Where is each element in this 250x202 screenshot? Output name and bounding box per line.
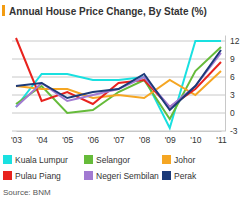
x-tick-label: '10 [190,135,201,145]
x-axis: '03 '04 '05 '06 '07 '08 '09 '10 '11 [11,131,227,145]
x-tick: '07 [113,131,124,145]
y-tick: 0 [225,108,235,118]
title-marker [2,5,5,16]
x-tick-label: '09 [165,135,176,145]
x-tick: '08 [139,131,150,145]
series-line [16,53,221,107]
y-tick-label: -3 [230,126,238,136]
legend-item: Perak [162,171,197,181]
y-tick: -3 [225,126,238,136]
x-tick: '06 [88,131,99,145]
x-tick: '04 [37,131,48,145]
lines [16,38,221,128]
grid-line [12,131,225,132]
legend-swatch [84,155,93,164]
legend-swatch [84,171,93,180]
legend-swatch [3,171,12,180]
y-tick-label: 9 [230,54,235,64]
legend-label: Kuala Lumpur [15,155,68,165]
y-tick-label: 0 [230,108,235,118]
series-line [16,38,221,107]
grid-line [12,41,225,42]
legend-label: Selangor [96,155,130,165]
legend-label: Pulau Piang [15,171,61,181]
legend-item: Pulau Piang [3,171,61,181]
x-tick: '11 [216,131,227,145]
legend-swatch [3,155,12,164]
y-axis-line [225,36,226,132]
y-tick: 9 [225,54,235,64]
x-tick-label: '03 [11,135,22,145]
legend-item: Johor [162,155,195,165]
x-tick-label: '06 [88,135,99,145]
y-tick: 12 [225,36,240,46]
y-tick: 6 [225,72,235,82]
legend: Kuala Lumpur Selangor Johor Pulau Piang Nege… [3,155,197,181]
grid-line [12,59,225,60]
x-tick: '10 [190,131,201,145]
legend-item: Selangor [84,155,130,165]
series-line [16,41,221,128]
grid-line [12,113,225,114]
x-axis-line [17,131,222,132]
legend-label: Negeri Sembilan [96,171,159,181]
x-tick: '09 [165,131,176,145]
legend-swatch [162,155,171,164]
legend-swatch [162,171,171,180]
y-tick-label: 6 [230,72,235,82]
legend-item: Kuala Lumpur [3,155,68,165]
x-tick-label: '08 [139,135,150,145]
series-line [16,50,221,110]
y-tick-label: 12 [230,36,240,46]
legend-item: Negeri Sembilan [84,171,159,181]
title: Annual House Price Change, By State (%) [9,6,207,17]
chart: Annual House Price Change, By State (%) -… [0,0,250,202]
x-tick: '03 [11,131,22,145]
x-tick-label: '05 [62,135,73,145]
y-tick-label: 3 [230,90,235,100]
x-tick-label: '11 [216,135,227,145]
x-tick-label: '04 [37,135,48,145]
x-tick: '05 [62,131,73,145]
legend-label: Perak [174,171,197,181]
source: Source: BNM [3,188,51,197]
y-axis: -3 0 3 6 9 12 [225,36,240,137]
legend-label: Johor [174,155,195,165]
grid [12,41,225,131]
x-tick-label: '07 [113,135,124,145]
series-line [16,71,221,98]
y-tick: 3 [225,90,235,100]
